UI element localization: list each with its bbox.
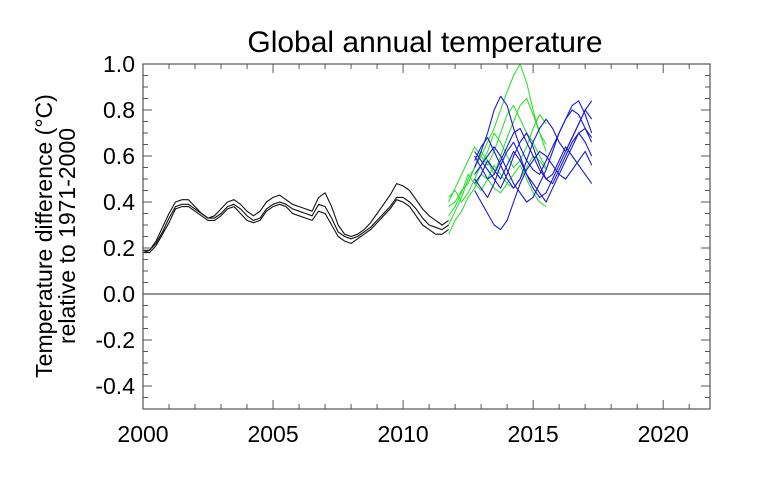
axes: 2000 2005 2010 2015 2020 -0.4 -0.2 0.0 0.2 0.4 0.6… [95, 51, 711, 447]
y-tick-label: 1.0 [103, 51, 135, 77]
y-axis-label-line-1: Temperature difference (°C) [31, 94, 57, 378]
green-ensemble-line-5 [448, 104, 547, 203]
y-tick-label: 0.0 [103, 281, 135, 307]
y-tick-label: 0.2 [103, 235, 135, 261]
x-tick-label: 2000 [117, 421, 168, 447]
blue-ensemble-line-5 [474, 109, 593, 189]
y-axis-label-line-2: relative to 1971-2000 [54, 128, 80, 344]
x-tick-label: 2020 [638, 421, 689, 447]
y-tick-label: 0.4 [103, 189, 135, 215]
y-tick-label: 0.8 [103, 97, 135, 123]
blue-ensemble-line-6 [474, 100, 593, 203]
y-tick-label: 0.6 [103, 143, 135, 169]
blue-ensemble-group [474, 95, 593, 231]
blue-ensemble-line-4 [474, 150, 593, 231]
blue-ensemble-line-3 [474, 132, 593, 189]
green-ensemble-line-6 [448, 164, 547, 235]
green-ensemble-group [448, 63, 547, 235]
observed-line-1 [143, 196, 449, 251]
x-tick-label: 2005 [247, 421, 298, 447]
green-ensemble-line-4 [448, 155, 547, 217]
blue-ensemble-line-7 [474, 127, 593, 184]
y-axis-label: Temperature difference (°C) relative to … [31, 94, 80, 378]
y-tick-label: -0.2 [95, 327, 135, 353]
plot-frame [142, 63, 711, 410]
green-ensemble-line-2 [448, 97, 547, 208]
x-tick-label: 2015 [508, 421, 559, 447]
green-ensemble-line-1 [448, 63, 547, 226]
observed-line-3 [143, 199, 449, 254]
plot-area [142, 63, 593, 254]
y-tick-label: -0.4 [95, 373, 135, 399]
chart-title: Global annual temperature [247, 26, 602, 59]
blue-ensemble-line-1 [474, 95, 593, 175]
observed-group [142, 183, 449, 254]
x-tick-label: 2010 [378, 421, 429, 447]
blue-ensemble-line-8 [474, 127, 593, 203]
observed-line-2 [142, 183, 449, 254]
